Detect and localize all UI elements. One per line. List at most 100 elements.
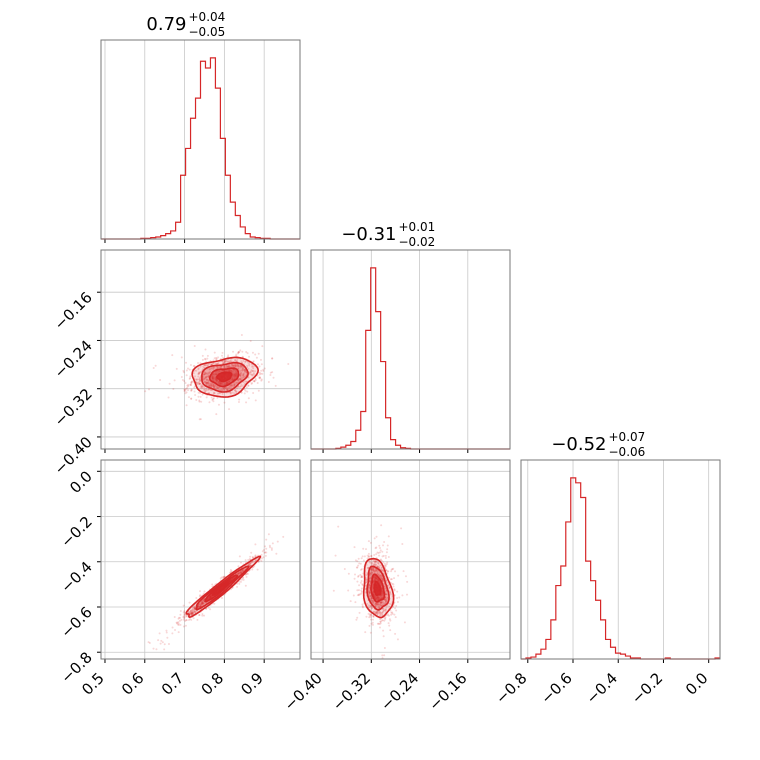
sample-point [261, 345, 264, 348]
sample-point [252, 360, 255, 363]
sample-point [212, 366, 215, 369]
sample-point [186, 367, 189, 370]
sample-point [249, 340, 252, 343]
sample-point [397, 574, 400, 577]
sample-point [208, 384, 211, 387]
sample-point [242, 368, 245, 371]
sample-point [396, 597, 399, 600]
sample-point [364, 631, 367, 634]
sample-point [234, 389, 237, 392]
sample-point [235, 363, 238, 366]
sample-point [254, 399, 257, 402]
sample-point [231, 383, 234, 386]
sample-point [369, 541, 372, 544]
sample-point [167, 642, 170, 645]
x-tick-label: −0.8 [492, 669, 530, 707]
sample-point [356, 594, 359, 597]
sample-point [203, 590, 206, 593]
sample-point [241, 366, 244, 369]
sample-point [354, 601, 357, 604]
sample-point [179, 623, 182, 626]
sample-point [190, 382, 193, 385]
sample-point [387, 613, 390, 616]
sample-point [354, 559, 357, 562]
sample-point [251, 369, 254, 372]
param-title-plus: +0.04 [189, 10, 226, 24]
sample-point [239, 369, 242, 372]
sample-point [206, 372, 209, 375]
sample-point [396, 638, 399, 641]
sample-point [259, 372, 262, 375]
sample-point [220, 388, 223, 391]
sample-point [240, 376, 243, 379]
sample-point [180, 376, 183, 379]
sample-point [218, 391, 221, 394]
sample-point [155, 648, 158, 651]
sample-point [368, 624, 371, 627]
sample-point [216, 387, 219, 390]
sample-point [193, 369, 196, 372]
sample-point [357, 557, 360, 560]
sample-point [198, 378, 201, 381]
sample-point [237, 351, 240, 354]
x-tick-label: 0.0 [682, 669, 712, 699]
sample-point [240, 364, 243, 367]
sample-point [247, 361, 250, 364]
sample-point [259, 377, 262, 380]
sample-point [229, 360, 232, 363]
sample-point [180, 618, 183, 621]
sample-point [215, 356, 218, 359]
sample-point [232, 364, 235, 367]
sample-point [194, 393, 197, 396]
sample-point [332, 589, 335, 592]
sample-point [382, 635, 385, 638]
sample-point [182, 615, 185, 618]
sample-point [206, 381, 209, 384]
sample-point [204, 375, 207, 378]
sample-point [185, 618, 188, 621]
sample-point [250, 369, 253, 372]
sample-point [217, 362, 220, 365]
sample-point [267, 533, 270, 536]
sample-point [182, 371, 185, 374]
sample-point [205, 381, 208, 384]
sample-point [197, 391, 200, 394]
sample-point [271, 357, 274, 360]
y-tick-label: −0.2 [57, 513, 95, 551]
sample-point [240, 360, 243, 363]
sample-point [358, 584, 361, 587]
sample-point [208, 371, 211, 374]
sample-point [361, 603, 364, 606]
sample-point [287, 363, 290, 366]
sample-point [204, 358, 207, 361]
sample-point [229, 384, 232, 387]
sample-point [241, 369, 244, 372]
sample-point [204, 377, 207, 380]
sample-point [201, 387, 204, 390]
sample-point [204, 389, 207, 392]
sample-point [210, 396, 213, 399]
sample-point [192, 372, 195, 375]
sample-point [188, 601, 191, 604]
sample-point [239, 364, 242, 367]
sample-point [215, 362, 218, 365]
sample-point [251, 374, 254, 377]
sample-point [233, 392, 236, 395]
sample-point [181, 379, 184, 382]
sample-point [239, 349, 242, 352]
sample-point [359, 581, 362, 584]
sample-point [212, 391, 215, 394]
sample-point [213, 351, 216, 354]
param-title-median: −0.52 [551, 434, 606, 455]
sample-point [369, 631, 372, 634]
sample-point [214, 363, 217, 366]
sample-point [357, 575, 360, 578]
sample-point [242, 376, 245, 379]
sample-point [382, 629, 385, 632]
sample-point [389, 629, 392, 632]
sample-point [363, 555, 366, 558]
sample-point [227, 366, 230, 369]
sample-point [401, 594, 404, 597]
sample-point [360, 589, 363, 592]
sample-point [184, 382, 187, 385]
